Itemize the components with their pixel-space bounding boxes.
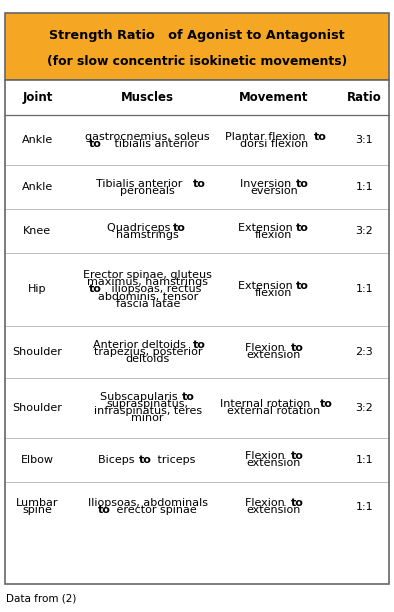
Text: erector spinae: erector spinae: [113, 506, 197, 515]
Text: flexion: flexion: [255, 288, 292, 298]
Text: to: to: [98, 506, 111, 515]
Text: to: to: [296, 223, 309, 233]
Text: maximus, hamstrings: maximus, hamstrings: [87, 277, 208, 288]
Text: to: to: [173, 223, 186, 233]
Text: Iliopsoas, abdominals: Iliopsoas, abdominals: [88, 498, 208, 508]
Text: to: to: [193, 179, 206, 188]
Text: Flexion: Flexion: [245, 498, 288, 508]
Text: supraspinatus,: supraspinatus,: [107, 399, 189, 409]
Text: triceps: triceps: [154, 455, 195, 465]
Text: Movement: Movement: [239, 91, 309, 104]
Text: to: to: [290, 343, 303, 353]
Text: to: to: [314, 132, 327, 141]
Text: to: to: [193, 340, 206, 349]
Text: Ankle: Ankle: [22, 135, 53, 145]
Text: Flexion: Flexion: [245, 343, 288, 353]
Text: Shoulder: Shoulder: [13, 403, 62, 412]
Text: to: to: [89, 285, 102, 294]
Text: to: to: [89, 139, 102, 149]
Text: 3:2: 3:2: [355, 226, 374, 236]
Text: tibialis anterior: tibialis anterior: [111, 139, 199, 149]
Text: Elbow: Elbow: [21, 455, 54, 465]
Text: 2:3: 2:3: [355, 346, 374, 357]
Text: 1:1: 1:1: [356, 455, 373, 465]
Text: Shoulder: Shoulder: [13, 346, 62, 357]
Text: Plantar flexion: Plantar flexion: [225, 132, 309, 141]
Text: flexion: flexion: [255, 230, 292, 240]
Text: Inversion: Inversion: [240, 179, 294, 188]
Text: iliopsoas, rectus: iliopsoas, rectus: [108, 285, 201, 294]
Text: Extension: Extension: [238, 223, 296, 233]
Text: minor: minor: [132, 413, 164, 423]
Text: (for slow concentric isokinetic movements): (for slow concentric isokinetic movement…: [47, 54, 347, 67]
Bar: [5, 13, 389, 80]
Text: 3:1: 3:1: [356, 135, 373, 145]
Text: Quadriceps: Quadriceps: [108, 223, 174, 233]
Text: Flexion: Flexion: [245, 451, 288, 461]
Text: extension: extension: [247, 458, 301, 468]
Text: fascia latae: fascia latae: [115, 299, 180, 308]
Text: gastrocnemius, soleus: gastrocnemius, soleus: [85, 132, 210, 141]
Text: dorsi flexion: dorsi flexion: [240, 139, 308, 149]
Text: Lumbar: Lumbar: [16, 498, 59, 508]
Text: Strength Ratio   of Agonist to Antagonist: Strength Ratio of Agonist to Antagonist: [49, 29, 345, 42]
Text: Knee: Knee: [23, 226, 52, 236]
Text: extension: extension: [247, 350, 301, 360]
Text: to: to: [320, 399, 332, 409]
Text: Hip: Hip: [28, 285, 46, 294]
Text: Ankle: Ankle: [22, 182, 53, 192]
Text: Tibialis anterior: Tibialis anterior: [96, 179, 186, 188]
Text: 1:1: 1:1: [356, 182, 373, 192]
Text: Subscapularis: Subscapularis: [100, 392, 181, 402]
Text: Joint: Joint: [22, 91, 53, 104]
Text: to: to: [138, 455, 151, 465]
Text: Biceps: Biceps: [98, 455, 138, 465]
Text: peroneals: peroneals: [121, 186, 175, 196]
Text: external rotation: external rotation: [227, 406, 320, 416]
Text: deltoids: deltoids: [126, 354, 170, 364]
Text: 1:1: 1:1: [356, 502, 373, 512]
Bar: [5, 80, 389, 584]
Text: eversion: eversion: [250, 186, 298, 196]
Text: to: to: [290, 451, 303, 461]
Text: Extension: Extension: [238, 281, 296, 291]
Text: spine: spine: [22, 506, 52, 515]
Text: Anterior deltoids: Anterior deltoids: [93, 340, 189, 349]
Text: to: to: [296, 281, 309, 291]
Text: Data from (2): Data from (2): [6, 594, 76, 603]
Text: abdominis, tensor: abdominis, tensor: [98, 291, 198, 302]
Text: Ratio: Ratio: [347, 91, 382, 104]
Text: 1:1: 1:1: [356, 285, 373, 294]
Text: Muscles: Muscles: [121, 91, 174, 104]
Text: extension: extension: [247, 506, 301, 515]
Text: trapezius, posterior: trapezius, posterior: [93, 346, 202, 357]
Text: hamstrings: hamstrings: [116, 230, 179, 240]
Text: Internal rotation: Internal rotation: [220, 399, 314, 409]
Text: 3:2: 3:2: [355, 403, 374, 412]
Text: Erector spinae, gluteus: Erector spinae, gluteus: [83, 271, 212, 280]
Text: to: to: [290, 498, 303, 508]
Text: to: to: [296, 179, 309, 188]
Text: to: to: [182, 392, 195, 402]
Text: infraspinatus, teres: infraspinatus, teres: [94, 406, 202, 416]
